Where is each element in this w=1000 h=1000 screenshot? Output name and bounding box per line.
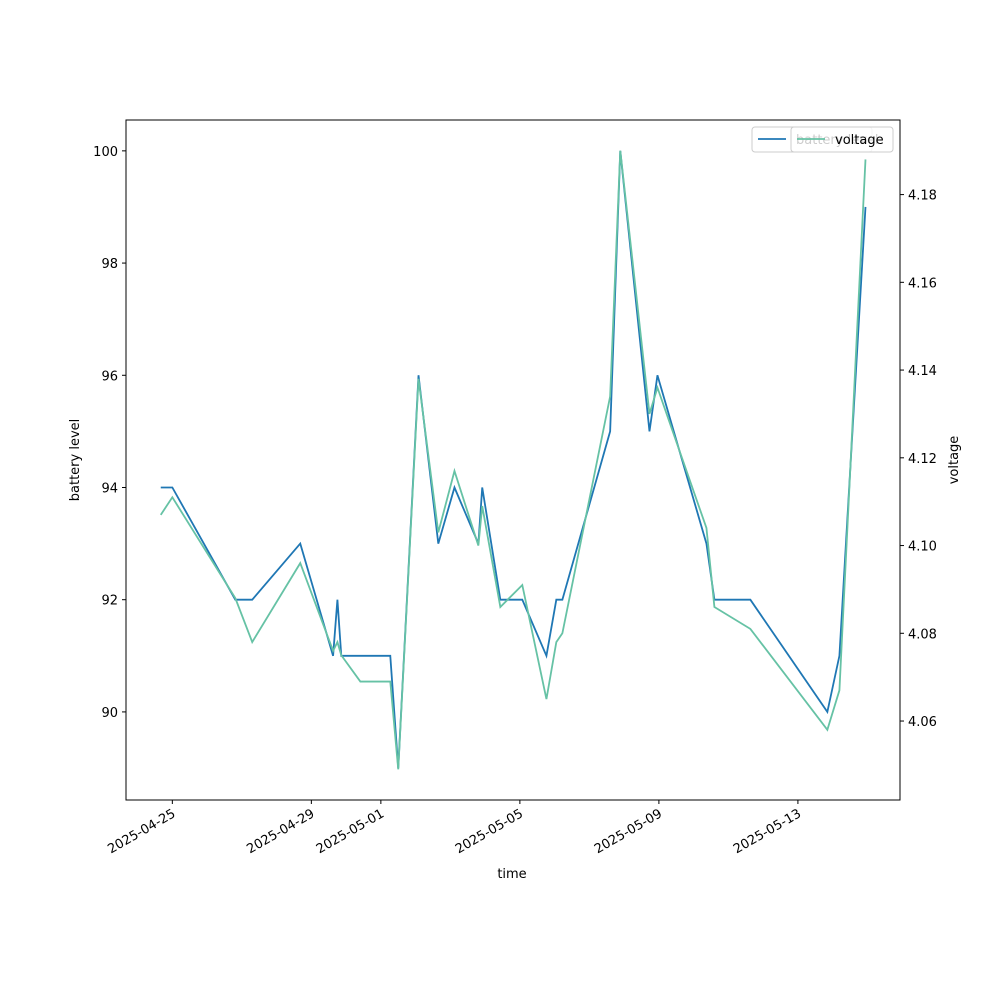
y-tick-label: 100 — [93, 145, 118, 160]
x-tick-label: 2025-05-09 — [592, 806, 665, 857]
y-tick-label: 94 — [101, 481, 118, 496]
legend-label: voltage — [835, 133, 884, 148]
x-tick-label: 2025-05-13 — [731, 806, 804, 857]
y2-tick-label: 4.12 — [908, 452, 937, 467]
y-axis-label: battery level — [68, 419, 83, 502]
y2-tick-label: 4.14 — [908, 364, 937, 379]
y2-tick-label: 4.08 — [908, 627, 937, 642]
x-tick-label: 2025-05-05 — [453, 806, 526, 857]
y-tick-label: 96 — [101, 369, 118, 384]
y-tick-label: 92 — [101, 594, 118, 609]
y2-axis-label: voltage — [947, 436, 962, 485]
y-tick-label: 98 — [101, 257, 118, 272]
x-tick-label: 2025-04-25 — [105, 806, 178, 857]
y2-tick-label: 4.06 — [908, 715, 937, 730]
x-axis-label: time — [497, 867, 526, 882]
legend-box — [790, 126, 894, 153]
y2-tick-label: 4.16 — [908, 276, 937, 291]
y-tick-label: 90 — [101, 706, 118, 721]
x-tick-label: 2025-05-01 — [314, 806, 387, 857]
y2-tick-label: 4.18 — [908, 189, 937, 204]
y2-tick-label: 4.10 — [908, 540, 937, 555]
x-tick-label: 2025-04-29 — [244, 806, 317, 857]
plot-frame — [125, 119, 901, 801]
data-line — [159, 150, 867, 770]
data-line — [160, 150, 867, 769]
